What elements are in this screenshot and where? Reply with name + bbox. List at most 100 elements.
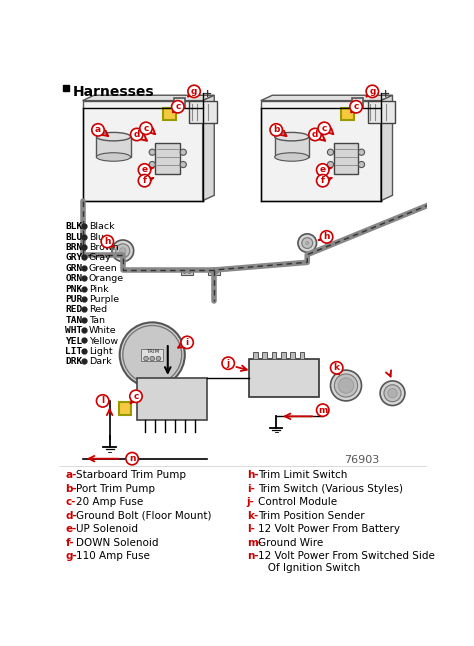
- Circle shape: [350, 101, 362, 113]
- Circle shape: [317, 404, 329, 416]
- Text: m: m: [318, 406, 328, 415]
- Text: Light: Light: [89, 347, 112, 356]
- Circle shape: [112, 240, 134, 262]
- Text: RED: RED: [65, 306, 82, 315]
- Text: GRN: GRN: [65, 264, 82, 273]
- Text: 76903: 76903: [344, 455, 379, 465]
- Bar: [368, 101, 395, 123]
- Text: e: e: [141, 165, 147, 174]
- Circle shape: [149, 149, 155, 155]
- Circle shape: [320, 231, 333, 243]
- Bar: [272, 353, 276, 359]
- Text: Purple: Purple: [89, 295, 119, 304]
- Text: f: f: [321, 176, 325, 185]
- Circle shape: [210, 269, 214, 273]
- Polygon shape: [202, 95, 214, 201]
- Text: c-: c-: [65, 497, 76, 507]
- Circle shape: [317, 163, 329, 176]
- Text: TRIM: TRIM: [146, 349, 159, 354]
- Circle shape: [96, 395, 109, 407]
- Text: PNK: PNK: [65, 285, 82, 294]
- Text: a: a: [95, 125, 101, 134]
- Text: +: +: [381, 89, 390, 99]
- Text: b-: b-: [65, 484, 77, 494]
- Circle shape: [328, 162, 334, 167]
- Text: Blue: Blue: [89, 233, 109, 242]
- Bar: [155, 143, 180, 174]
- Text: Trim Limit Switch: Trim Limit Switch: [258, 470, 347, 480]
- Text: Brown: Brown: [89, 243, 118, 252]
- Bar: [334, 143, 358, 174]
- Ellipse shape: [275, 132, 309, 141]
- Text: k: k: [334, 363, 340, 372]
- Circle shape: [306, 242, 309, 245]
- Text: g: g: [191, 87, 197, 96]
- Text: b: b: [273, 125, 280, 134]
- Text: c: c: [175, 102, 181, 111]
- Text: i: i: [185, 338, 189, 347]
- Text: j: j: [227, 359, 230, 368]
- Ellipse shape: [96, 152, 130, 162]
- Polygon shape: [82, 95, 214, 101]
- Text: e: e: [319, 165, 326, 174]
- Text: Port Trim Pump: Port Trim Pump: [76, 484, 155, 494]
- Text: Starboard Trim Pump: Starboard Trim Pump: [76, 470, 186, 480]
- Bar: [141, 349, 163, 361]
- Bar: [190, 101, 217, 123]
- Circle shape: [309, 129, 321, 141]
- Text: YEL: YEL: [65, 337, 82, 346]
- Bar: [249, 359, 319, 397]
- Text: n: n: [129, 454, 136, 463]
- Text: c: c: [354, 102, 359, 111]
- Bar: [275, 137, 309, 157]
- Circle shape: [180, 149, 186, 155]
- Text: l: l: [101, 397, 104, 406]
- Circle shape: [126, 452, 138, 465]
- Circle shape: [384, 385, 401, 402]
- Ellipse shape: [275, 152, 309, 162]
- Bar: [82, 101, 202, 201]
- Circle shape: [138, 174, 151, 187]
- Bar: [137, 378, 207, 420]
- Circle shape: [149, 162, 155, 167]
- Text: TAN: TAN: [65, 316, 82, 325]
- Text: Dark: Dark: [89, 357, 111, 366]
- Circle shape: [101, 235, 113, 247]
- Circle shape: [338, 378, 354, 393]
- Circle shape: [144, 356, 148, 361]
- Bar: [290, 353, 295, 359]
- Text: Green: Green: [89, 264, 118, 273]
- Bar: [174, 98, 185, 107]
- Text: g-: g-: [65, 551, 77, 561]
- Text: n-: n-: [247, 551, 258, 561]
- Bar: [253, 353, 258, 359]
- Text: LIT: LIT: [65, 347, 82, 356]
- Text: Gray: Gray: [89, 253, 111, 262]
- Text: c: c: [322, 124, 327, 133]
- Text: Orange: Orange: [89, 275, 124, 283]
- Text: Ground Wire: Ground Wire: [258, 537, 323, 548]
- Circle shape: [188, 85, 201, 98]
- Circle shape: [358, 162, 365, 167]
- Circle shape: [328, 149, 334, 155]
- Text: -: -: [196, 89, 200, 99]
- Bar: [341, 107, 354, 120]
- Text: c: c: [143, 124, 149, 133]
- Text: ORN: ORN: [65, 275, 82, 283]
- Text: d: d: [312, 130, 318, 139]
- Bar: [63, 85, 69, 90]
- Text: g: g: [369, 87, 375, 96]
- Circle shape: [215, 269, 219, 273]
- Circle shape: [222, 357, 235, 370]
- Bar: [281, 353, 285, 359]
- Text: GRY: GRY: [65, 253, 82, 262]
- Text: 12 Volt Power From Battery: 12 Volt Power From Battery: [258, 524, 400, 534]
- Circle shape: [302, 238, 313, 249]
- Text: BLU: BLU: [65, 233, 82, 242]
- Circle shape: [298, 234, 317, 253]
- Circle shape: [358, 149, 365, 155]
- Circle shape: [140, 122, 152, 134]
- Circle shape: [120, 247, 126, 254]
- Text: BLK: BLK: [65, 222, 82, 231]
- Text: a-: a-: [65, 470, 77, 480]
